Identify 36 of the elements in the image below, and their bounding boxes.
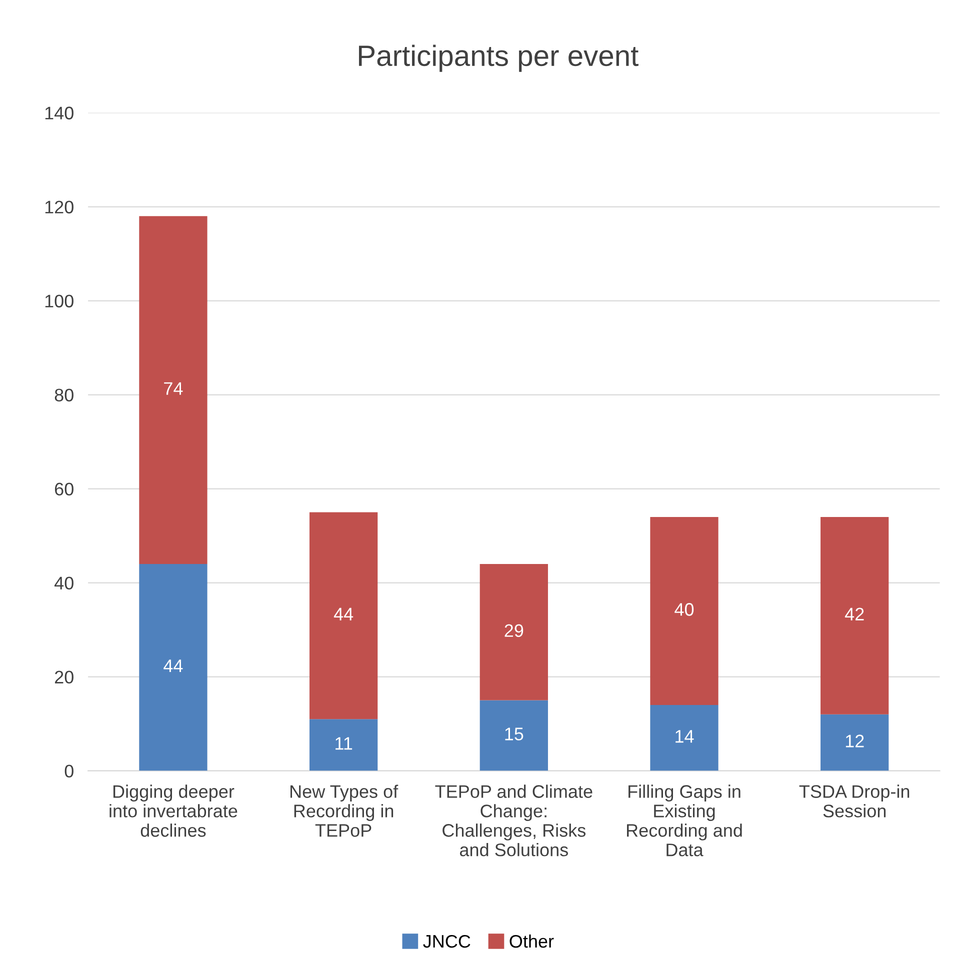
y-tick-label: 20 [54,670,74,684]
chart-title: Participants per event [358,44,638,72]
y-tick-label: 40 [54,576,74,590]
x-tick-label: TSDA Drop-in Session [799,784,910,818]
bar [309,719,378,771]
bar [309,512,378,720]
data-label: 14 [676,730,694,743]
y-tick-label: 100 [45,294,74,308]
data-label: 15 [505,728,524,740]
bar [820,714,889,771]
data-label: 11 [336,737,352,750]
y-tick-label: 80 [54,388,74,402]
bar [480,700,548,771]
x-tick-label: Filling Gaps in Existing Recording and Data [627,784,742,856]
legend-label: JNCC [423,934,470,948]
data-label: 74 [164,382,183,395]
bar [139,564,208,771]
y-tick-label: 0 [64,764,74,778]
bar [650,704,718,771]
data-label: 40 [674,603,694,616]
y-tick-label: 140 [45,106,74,120]
bar [480,564,548,700]
y-tick-label: 60 [54,482,74,496]
x-tick-label: New Types of Recording in TEPoP [290,784,398,837]
legend-label: Other [510,934,554,948]
bar [139,216,208,564]
data-label: 29 [504,624,524,637]
x-tick-label: Digging deeper into invertabrate declines [110,784,238,837]
x-tick-label: TEPoP and Climate Change: Challenges, Risks and Solutions [435,784,592,856]
y-tick-label: 120 [45,200,74,214]
data-label: 44 [164,660,183,672]
data-label: 12 [846,734,864,748]
data-label: 44 [334,608,354,620]
bar [820,516,889,714]
bar [650,516,718,705]
data-label: 42 [844,608,864,620]
